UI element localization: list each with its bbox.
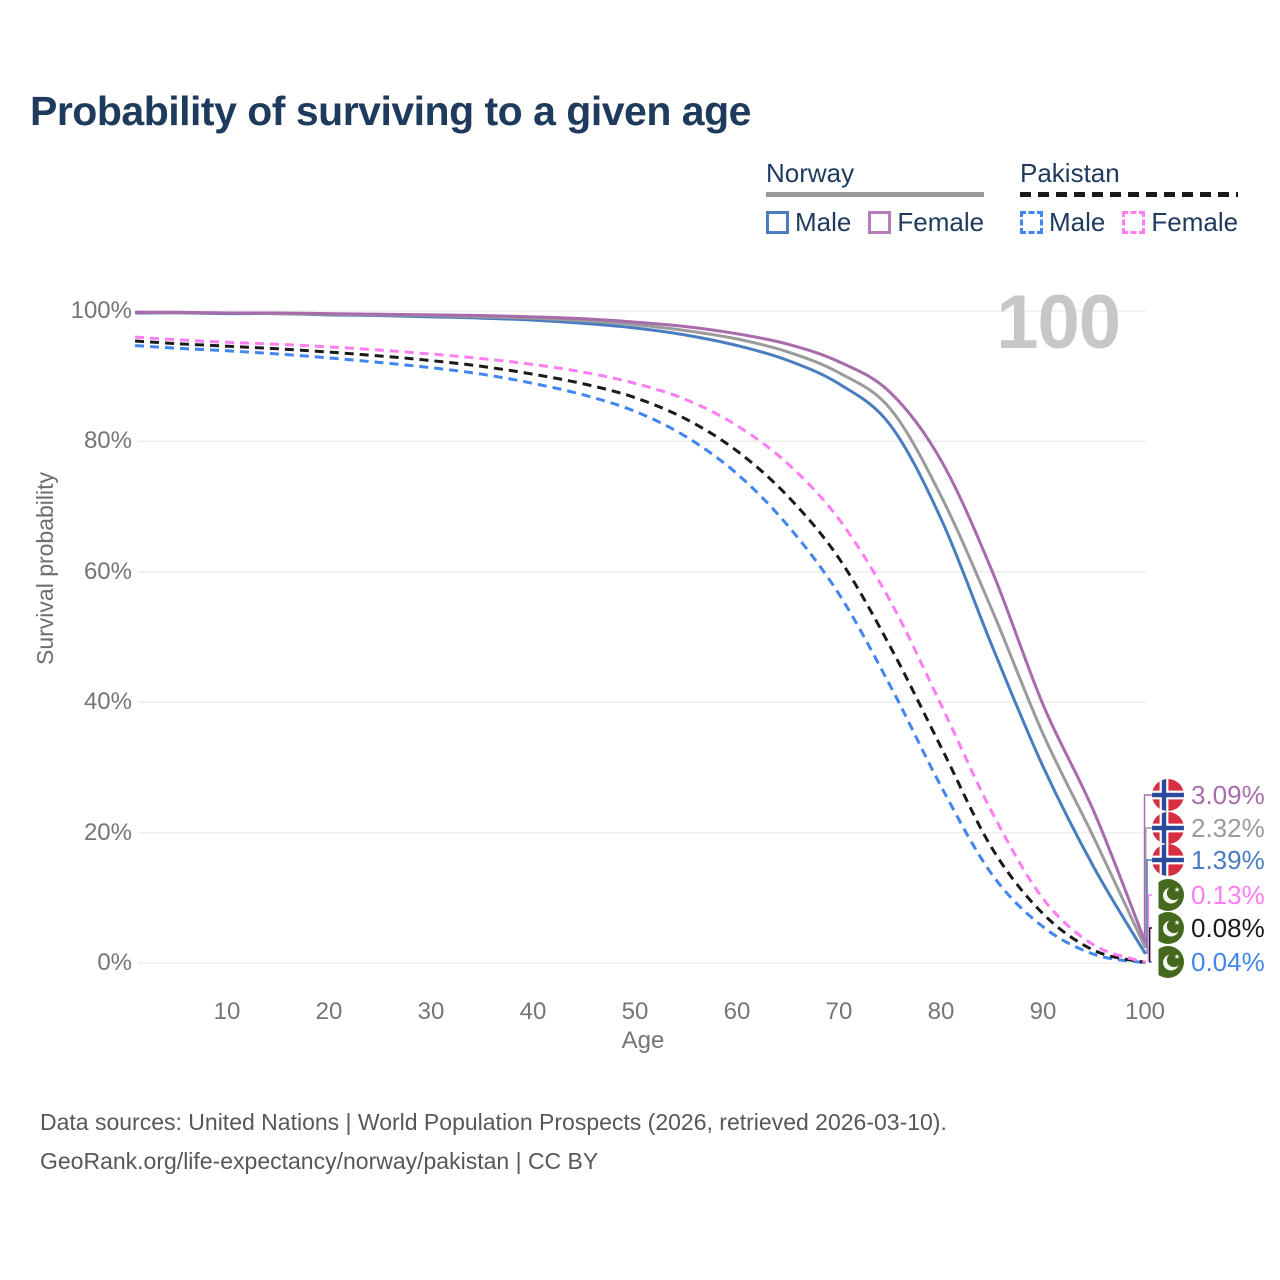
series-line-norway-male[interactable] [135,311,1147,955]
series-line-pakistan-male[interactable] [135,344,1146,965]
leader-line [1149,927,1152,963]
footer-sources-line: Data sources: United Nations | World Pop… [40,1109,947,1135]
pakistan-flag-icon [1152,879,1184,911]
pakistan-flag-icon [1152,912,1184,944]
x-tick-20: 20 [315,998,343,1025]
pakistan-female-swatch [1122,211,1146,234]
legend-header-norway: Norway [766,158,855,188]
footer-url-line: GeoRank.org/life-expectancy/norway/pakis… [40,1148,599,1174]
x-tick-10: 10 [213,998,241,1025]
legend-item-label: Female [1151,207,1239,237]
legend-item-pakistan-female[interactable]: Female [1122,207,1238,238]
x-tick-60: 60 [723,998,751,1025]
y-tick-80: 80% [83,427,132,454]
y-tick-40: 40% [83,688,132,715]
pakistan-flag-icon [1152,946,1184,978]
y-tick-60: 60% [83,558,132,585]
series-line-pakistan-both-sexes[interactable] [135,339,1146,964]
legend-group-pakistan: Pakistan Male Female [1020,158,1239,238]
end-label-pakistan-female: 0.13% [1152,879,1265,911]
page-title: Probability of surviving to a given age [30,88,751,134]
end-label-norway-female: 3.09% [1152,779,1265,811]
data-source-footer: Data sources: United Nations | World Pop… [40,1103,947,1181]
y-tick-20: 20% [83,819,132,846]
end-label-norway-male: 1.39% [1152,844,1265,876]
leader-line [1150,961,1152,963]
norway-solid-line-swatch [766,192,985,197]
x-tick-30: 30 [417,998,445,1025]
end-label-value: 3.09% [1191,779,1265,810]
leader-line [1143,794,1152,943]
norway-female-swatch [868,211,892,234]
series-line-pakistan-female[interactable] [135,335,1146,964]
legend-group-norway: Norway Male Female [766,158,985,238]
legend-item-label: Female [897,207,985,237]
legend-item-norway-male[interactable]: Male [766,207,851,238]
legend-item-label: Male [795,207,852,237]
norway-flag-icon [1152,779,1184,811]
x-tick-100: 100 [1124,998,1166,1025]
norway-flag-icon [1152,812,1184,844]
end-label-value: 2.32% [1191,812,1265,843]
age-watermark: 100 [996,280,1121,365]
x-tick-70: 70 [825,998,853,1025]
y-tick-100: 100% [70,297,132,324]
x-tick-80: 80 [927,998,955,1025]
end-label-pakistan-male: 0.04% [1152,946,1265,978]
x-tick-50: 50 [621,998,649,1025]
legend-item-label: Male [1049,207,1106,237]
x-tick-40: 40 [519,998,547,1025]
leader-line [1146,859,1152,954]
end-label-pakistan-both: 0.08% [1152,912,1265,944]
pakistan-dashed-line-swatch [1020,192,1239,197]
series-line-norway-female[interactable] [135,310,1147,944]
y-tick-0: 0% [97,949,132,976]
end-label-value: 0.13% [1191,879,1265,910]
leader-line [1147,894,1152,963]
y-axis-label: Survival probability [32,471,58,665]
legend-header-pakistan: Pakistan [1020,158,1120,188]
norway-flag-icon [1152,844,1184,876]
end-label-value: 0.04% [1191,946,1265,977]
x-axis-label: Age [621,1027,665,1054]
pakistan-male-swatch [1020,211,1043,234]
end-label-value: 0.08% [1191,912,1265,943]
end-label-value: 1.39% [1191,844,1265,875]
legend-item-pakistan-male[interactable]: Male [1020,207,1105,238]
x-tick-90: 90 [1029,998,1057,1025]
end-label-norway-both: 2.32% [1152,812,1265,844]
leader-line [1145,827,1152,948]
legend-item-norway-female[interactable]: Female [868,207,984,238]
norway-male-swatch [766,211,789,234]
